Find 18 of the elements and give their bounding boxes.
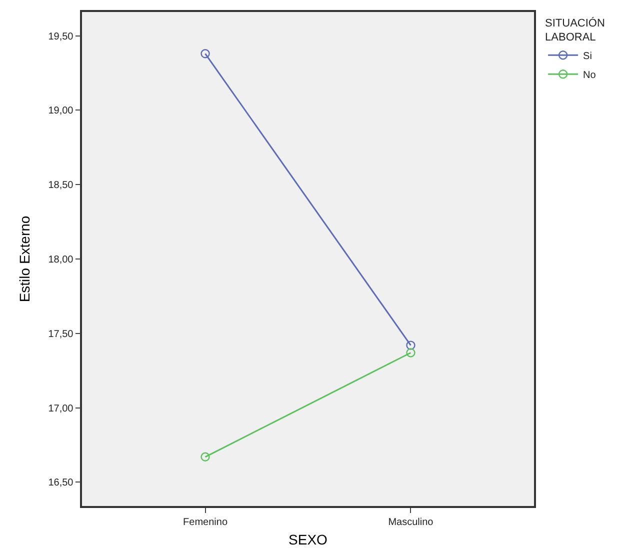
y-tick-label: 19,50: [48, 31, 74, 42]
point: [200, 49, 210, 58]
y-tick-label: 18,00: [48, 254, 74, 266]
legend-label: No: [583, 70, 596, 81]
legend-title: SITUACIÓN LABORAL: [545, 16, 605, 44]
y-tick-label: 17,50: [48, 328, 74, 340]
x-axis-title: SEXO: [288, 532, 328, 548]
y-tick-label: 17,00: [48, 403, 74, 414]
point: [200, 452, 210, 462]
point: [406, 340, 416, 350]
y-axis-title: Estilo Externo: [16, 216, 32, 302]
point: [406, 348, 416, 358]
y-tick-label: 18,50: [48, 180, 74, 192]
x-tick-label: Masculino: [388, 516, 434, 528]
legend-label: Si: [583, 51, 592, 62]
y-tick-label: 16,50: [48, 478, 74, 489]
x-tick-label: Femenino: [183, 516, 228, 528]
y-tick-label: 19,00: [48, 106, 74, 117]
